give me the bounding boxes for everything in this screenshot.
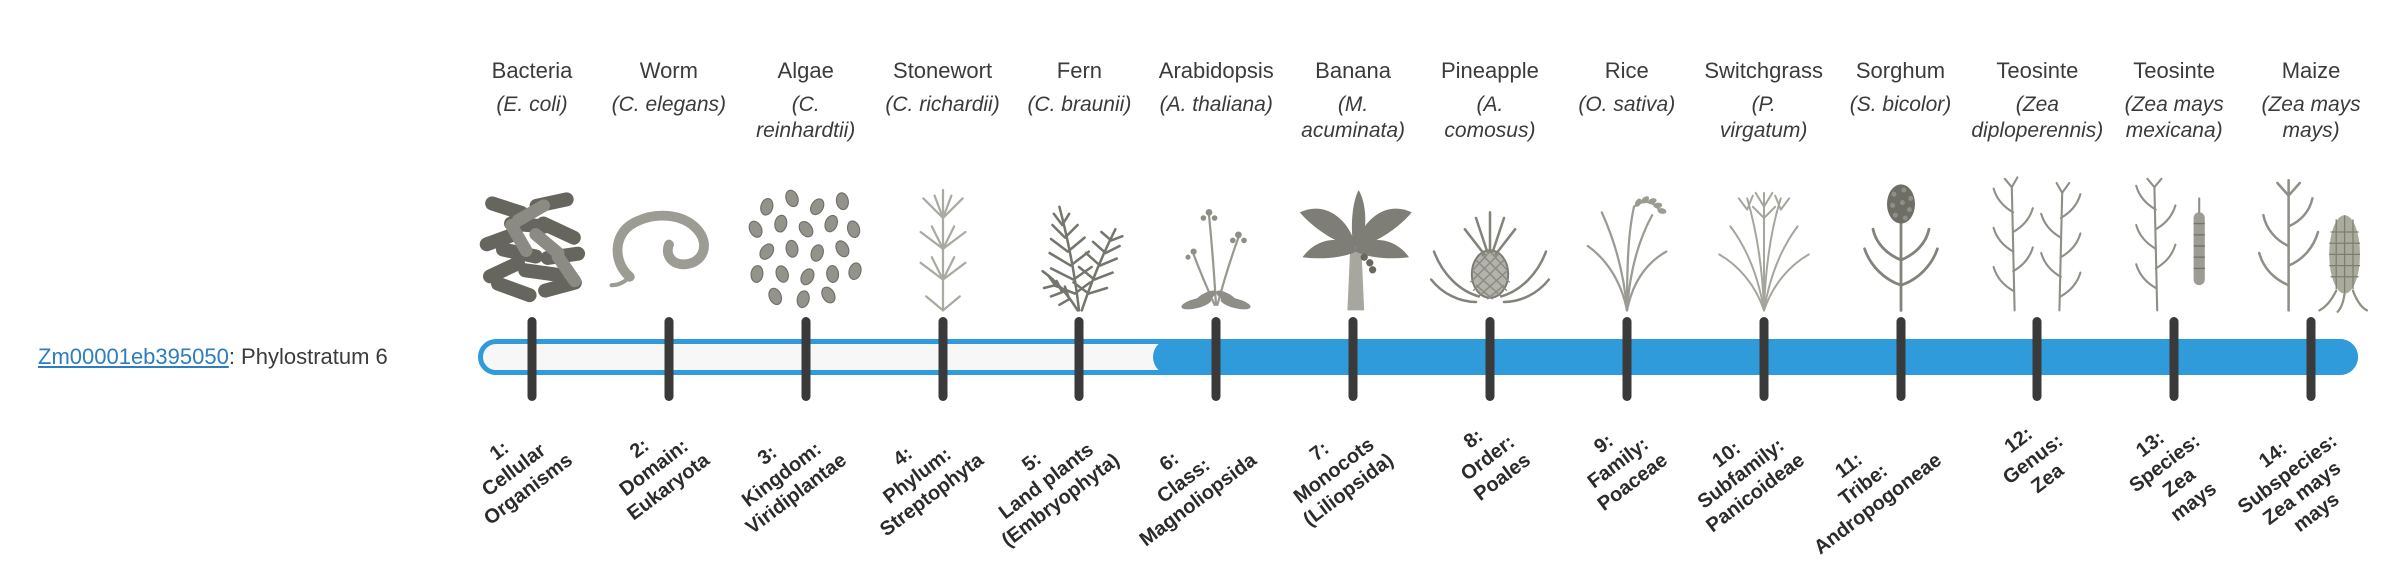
taxon-illustration <box>2104 168 2244 316</box>
teosinte-mexicana-icon <box>2104 168 2244 316</box>
taxon-illustration <box>736 168 876 316</box>
taxon-scientific-name: (Zea mays mexicana) <box>2124 93 2224 143</box>
banana-icon <box>1283 168 1423 316</box>
phylostratum-tick <box>1074 317 1084 401</box>
taxon-common-name: Bacteria <box>491 58 573 83</box>
taxon-illustration <box>1694 168 1834 316</box>
taxon-scientific-name: (C. braunii) <box>1027 93 1132 116</box>
phylostratum-label: 6: Class: Magnoliopsida <box>1135 447 1261 551</box>
phylostratum-tick <box>2169 317 2179 401</box>
gene-id-link[interactable]: Zm00001eb395050 <box>38 344 229 369</box>
taxon-scientific-name: (S. bicolor) <box>1849 93 1952 116</box>
phylostratum-tick <box>938 317 948 401</box>
taxon-illustration <box>2241 168 2381 316</box>
taxon-common-name: Rice <box>1604 58 1649 83</box>
phylostratum-tick <box>801 317 811 401</box>
taxon-scientific-name: (M. acuminata) <box>1301 93 1406 143</box>
switchgrass-icon <box>1694 168 1834 316</box>
taxon-illustration <box>873 168 1013 316</box>
taxon-illustration <box>1146 168 1286 316</box>
phylostratum-tick <box>2306 317 2316 401</box>
phylostratum-label: 7: Monocots (Liliopsida) <box>1289 433 1398 531</box>
taxon-scientific-name: (C. reinhardtii) <box>756 93 856 143</box>
phylostratum-tick <box>1485 317 1495 401</box>
taxon-scientific-name: (Zea mays mays) <box>2261 93 2361 143</box>
phylostratum-label: 10: Subfamily: Panicoideae <box>1693 434 1809 537</box>
algae-icon <box>736 168 876 316</box>
phylostratum-label: 1: Cellular Organisms <box>478 436 577 530</box>
taxon-scientific-name: (P. virgatum) <box>1719 93 1808 143</box>
phylostratum-tick <box>1759 317 1769 401</box>
taxon-scientific-name: (C. richardii) <box>885 93 1000 116</box>
phylostratum-tick <box>664 317 674 401</box>
taxon-scientific-name: (Zea diploperennis) <box>1971 93 2104 143</box>
gene-phylostratum-text: : Phylostratum 6 <box>228 344 388 369</box>
phylostratum-label: 13: Species: Zea mays <box>2125 426 2221 527</box>
phylostratum-tick <box>527 317 537 401</box>
phylostratum-label: 9: Family: Poaceae <box>1583 429 1672 516</box>
taxon-common-name: Fern <box>1056 58 1103 83</box>
taxon-scientific-name: (O. sativa) <box>1578 93 1676 116</box>
phylostratum-label: 14: Subspecies: Zea mays mays <box>2233 429 2346 537</box>
taxon-common-name: Sorghum <box>1855 58 1946 83</box>
phylostratum-tick <box>1622 317 1632 401</box>
pineapple-icon <box>1420 168 1560 316</box>
taxon-common-name: Pineapple <box>1441 58 1539 83</box>
taxon-common-name: Banana <box>1315 58 1392 83</box>
taxon-common-name: Switchgrass <box>1704 58 1823 83</box>
taxon-illustration <box>599 168 739 316</box>
phylostratum-label: 8: Order: Poales <box>1456 424 1535 506</box>
taxon-common-name: Stonewort <box>893 58 993 83</box>
taxon-common-name: Algae <box>777 58 834 83</box>
taxon-common-name: Teosinte <box>2133 58 2216 83</box>
taxon-illustration <box>1420 168 1560 316</box>
taxon-common-name: Arabidopsis <box>1158 58 1274 83</box>
taxon-common-name: Maize <box>2281 58 2341 83</box>
stonewort-icon <box>873 168 1013 316</box>
phylostratum-tick <box>1348 317 1358 401</box>
taxon-illustration <box>1009 168 1149 316</box>
taxon-scientific-name: (A. comosus) <box>1444 93 1536 143</box>
gene-label: Zm00001eb395050: Phylostratum 6 <box>38 344 388 370</box>
arabidopsis-icon <box>1146 168 1286 316</box>
phylostratum-label: 2: Domain: Eukaryota <box>615 434 714 525</box>
phylostratum-label: 5: Land plants (Embryophyta) <box>995 438 1125 552</box>
worm-icon <box>599 168 739 316</box>
taxon-scientific-name: (A. thaliana) <box>1159 93 1273 116</box>
fern-icon <box>1009 168 1149 316</box>
taxon-illustration <box>1831 168 1971 316</box>
taxon-scientific-name: (C. elegans) <box>611 93 727 116</box>
sorghum-icon <box>1831 168 1971 316</box>
phylostratum-label: 11: Tribe: Andropogoneae <box>1809 448 1946 559</box>
phylostratum-tick <box>1896 317 1905 401</box>
taxon-illustration <box>1283 168 1423 316</box>
rice-icon <box>1557 168 1697 316</box>
phylostratum-label: 3: Kingdom: Viridiplantae <box>737 437 851 539</box>
maize-icon <box>2241 168 2381 316</box>
phylostratum-label: 12: Genus: Zea <box>1999 422 2069 498</box>
taxon-common-name: Worm <box>639 58 698 83</box>
taxon-scientific-name: (E. coli) <box>496 93 568 116</box>
bacteria-icon <box>462 168 602 316</box>
phylostratum-tick <box>1211 317 1221 401</box>
phylostratum-tick <box>2032 317 2042 401</box>
taxon-illustration <box>1557 168 1697 316</box>
taxon-common-name: Teosinte <box>1996 58 2079 83</box>
taxon-illustration <box>462 168 602 316</box>
phylostrata-bar <box>478 339 2358 375</box>
phylostratum-label: 4: Phylum: Streptophyta <box>875 442 988 541</box>
taxon-illustration <box>1967 168 2107 316</box>
teosinte-diploperennis-icon <box>1967 168 2107 316</box>
